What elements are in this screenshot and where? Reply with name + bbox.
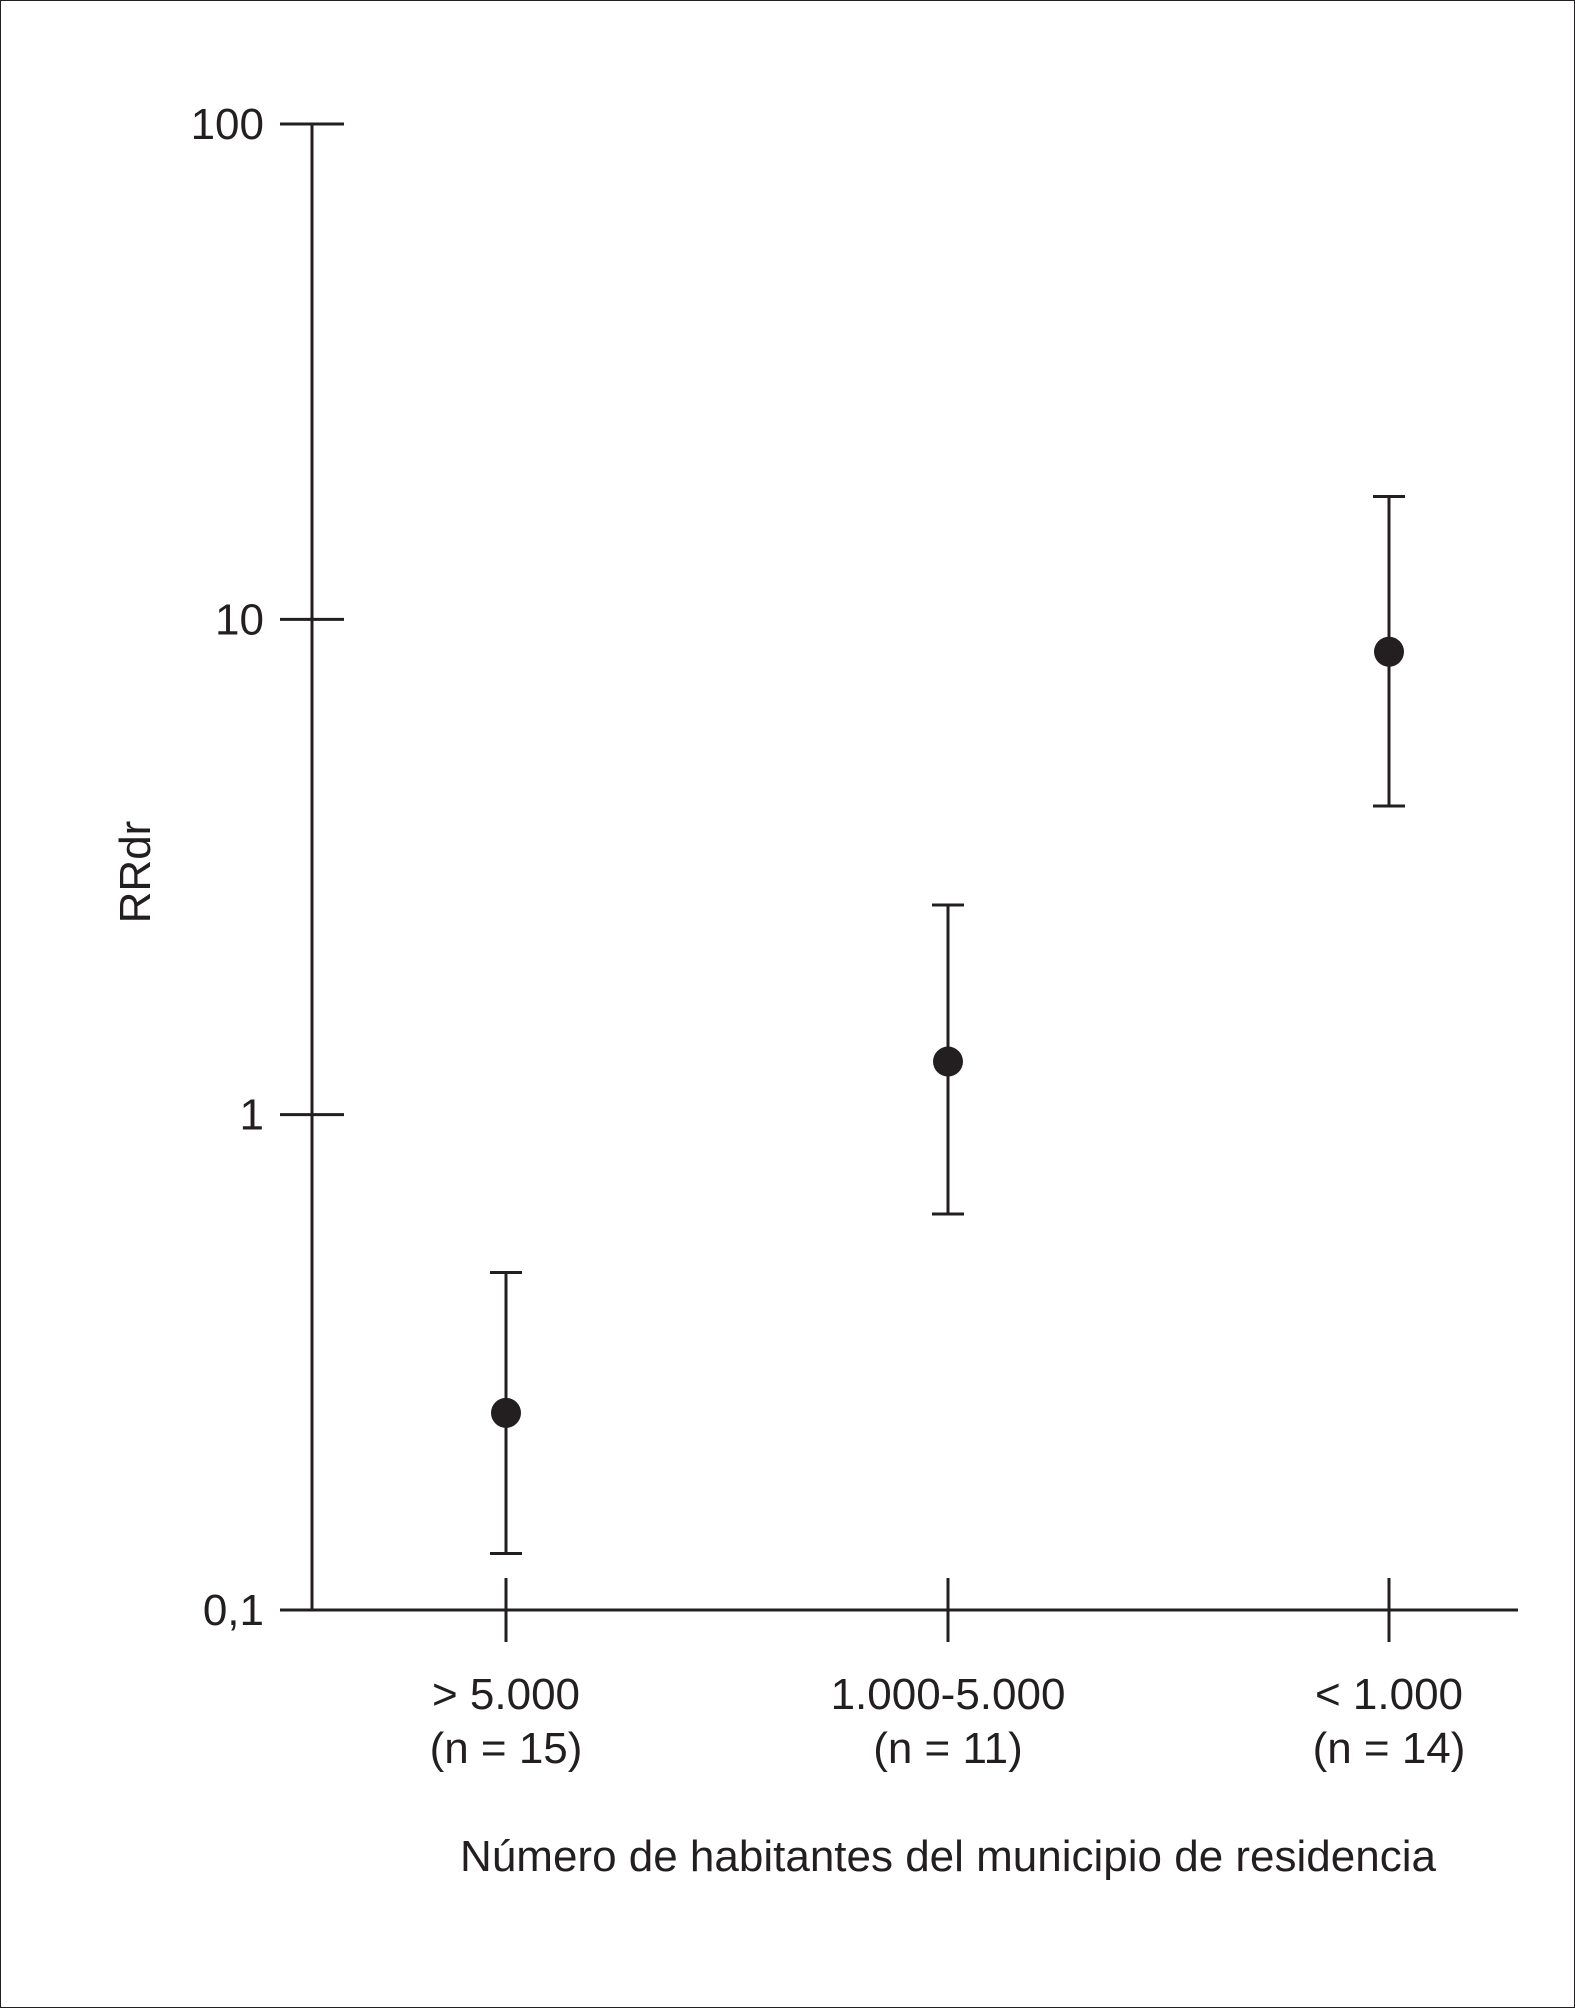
x-tick-sublabel: (n = 11) xyxy=(873,1724,1023,1773)
data-points xyxy=(490,495,1405,1556)
x-tick-sublabel: (n = 15) xyxy=(430,1724,583,1773)
x-ticks: > 5.000 (n = 15) 1.000-5.000 (n = 11) < 1.00… xyxy=(430,1578,1466,1773)
axes xyxy=(280,124,1518,1612)
data-point xyxy=(1374,636,1404,667)
x-tick-sublabel: (n = 14) xyxy=(1313,1724,1466,1773)
data-point xyxy=(933,1046,963,1077)
data-point xyxy=(491,1397,521,1428)
x-tick-label: < 1.000 xyxy=(1315,1670,1463,1719)
y-ticks: 0,1 1 10 100 xyxy=(191,100,344,1635)
x-axis-title: Número de habitantes del municipio de re… xyxy=(460,1832,1436,1881)
y-tick-label: 10 xyxy=(215,595,264,644)
x-tick-label: > 5.000 xyxy=(432,1670,580,1719)
y-tick-label: 100 xyxy=(191,100,264,149)
x-tick-label: 1.000-5.000 xyxy=(831,1670,1066,1719)
y-tick-label: 0,1 xyxy=(203,1586,264,1635)
y-tick-label: 1 xyxy=(240,1091,264,1140)
y-axis-title: RRdr xyxy=(111,821,160,924)
